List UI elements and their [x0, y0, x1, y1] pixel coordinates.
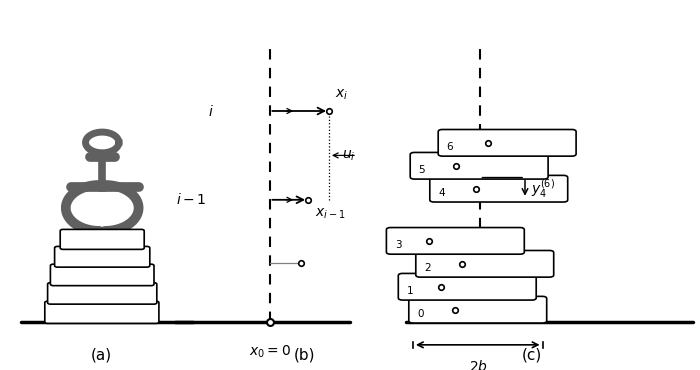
Text: (b): (b) — [294, 347, 315, 363]
Text: (c): (c) — [522, 347, 542, 363]
Text: $i$: $i$ — [208, 104, 213, 118]
Text: 5: 5 — [419, 165, 425, 175]
Text: 6: 6 — [447, 142, 453, 152]
FancyBboxPatch shape — [398, 273, 536, 300]
Text: $y_4^{(6)}$: $y_4^{(6)}$ — [531, 178, 554, 200]
Text: $u_i$: $u_i$ — [342, 148, 355, 162]
FancyBboxPatch shape — [409, 296, 547, 323]
FancyBboxPatch shape — [60, 229, 144, 249]
Text: $2b$: $2b$ — [468, 359, 488, 370]
FancyBboxPatch shape — [416, 250, 554, 277]
FancyBboxPatch shape — [50, 264, 154, 286]
Text: 2: 2 — [424, 263, 430, 273]
Text: $x_0 = 0$: $x_0 = 0$ — [248, 344, 290, 360]
FancyBboxPatch shape — [410, 152, 548, 179]
Text: 1: 1 — [407, 286, 413, 296]
FancyBboxPatch shape — [45, 301, 159, 323]
FancyBboxPatch shape — [48, 283, 157, 304]
FancyBboxPatch shape — [438, 130, 576, 156]
Text: $i-1$: $i-1$ — [176, 192, 206, 207]
FancyBboxPatch shape — [55, 246, 150, 267]
Text: $x_i$: $x_i$ — [335, 87, 348, 102]
FancyBboxPatch shape — [386, 228, 524, 254]
Text: (a): (a) — [91, 347, 112, 363]
Text: 0: 0 — [417, 309, 424, 319]
FancyBboxPatch shape — [430, 175, 568, 202]
Text: 4: 4 — [438, 188, 444, 198]
Text: $x_{i-1}$: $x_{i-1}$ — [315, 206, 345, 221]
Text: 3: 3 — [395, 240, 401, 250]
